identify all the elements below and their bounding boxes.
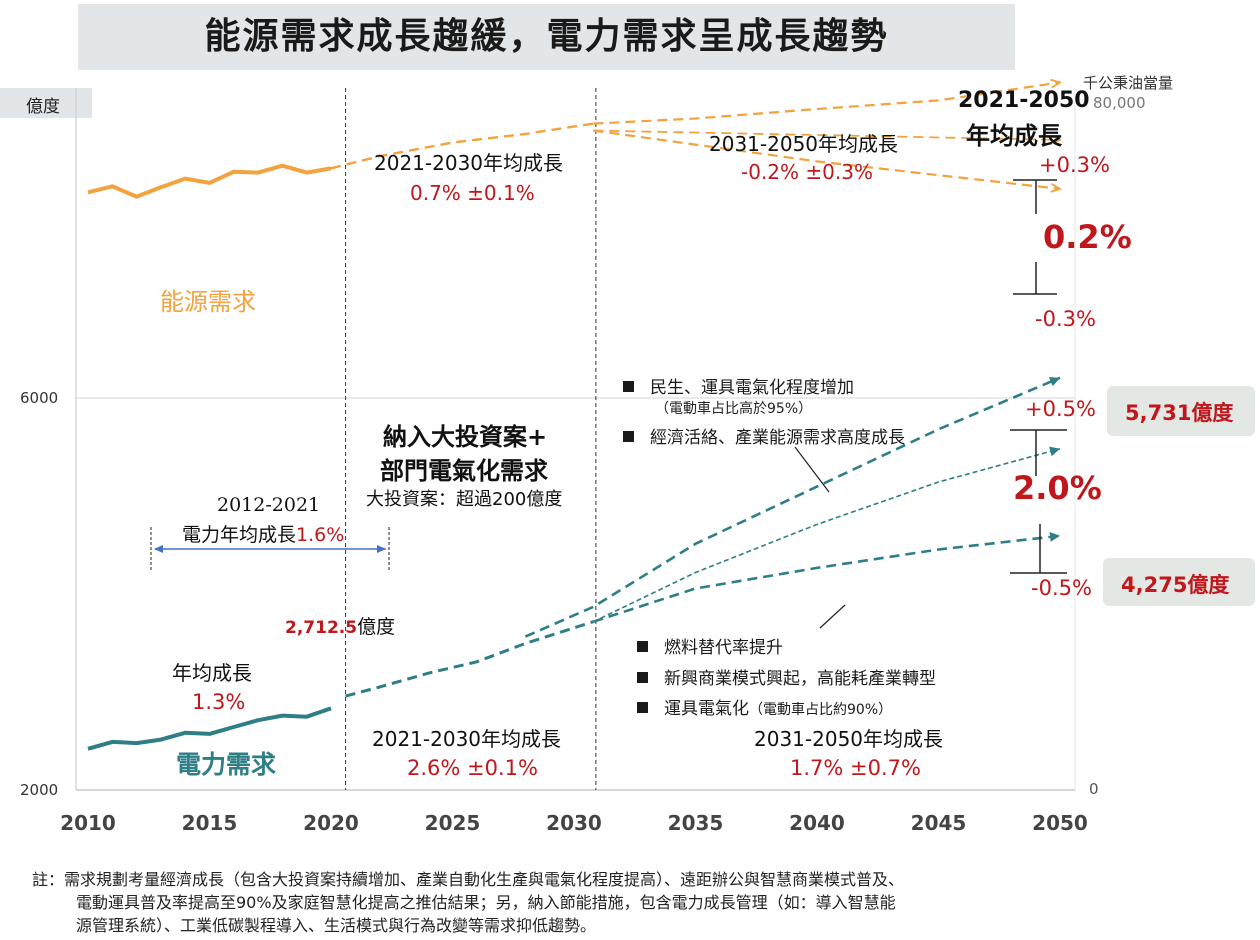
x-tick-2030: 2030: [546, 811, 602, 835]
energy-center-growth: 0.2%: [1043, 218, 1132, 256]
bullet-square-icon: [637, 672, 648, 683]
chart: 2010 2015 2020 2025 2030 2035 2040 2045 2050: [60, 0, 1088, 835]
elec-2021-2030-value: 2.6% ±0.1%: [407, 756, 538, 780]
energy-historical-line: [87, 163, 332, 199]
elec-center-growth: 2.0%: [1013, 469, 1102, 507]
right-axis-tick-0: 0: [1089, 780, 1099, 798]
title-bar: 能源需求成長趨緩，電力需求呈成長趨勢: [78, 4, 1015, 70]
value-2020-text: 2,712.5億度: [285, 612, 395, 639]
elec-high-value: 5,731億度: [1125, 401, 1234, 425]
x-tick-2020: 2020: [303, 811, 359, 835]
electricity-historical-line: [87, 706, 332, 751]
x-tick-2035: 2035: [668, 811, 724, 835]
bullet-upper-2-text: 經濟活絡、產業能源需求高度成長: [650, 428, 905, 448]
x-tick-2050: 2050: [1032, 811, 1088, 835]
big-investment-line-1: 納入大投資案+: [383, 423, 548, 451]
electricity-projection-low: [592, 531, 1061, 623]
annual-growth-value: 1.3%: [192, 690, 246, 714]
big-investment-line-3: 大投資案：超過200億度: [366, 489, 563, 510]
bullet-square-icon: [623, 381, 634, 392]
left-axis-unit-box: 億度: [0, 88, 92, 118]
x-tick-2010: 2010: [60, 811, 116, 835]
energy-2031-2050-label: 2031-2050年均成長: [709, 132, 899, 156]
x-tick-2025: 2025: [425, 811, 481, 835]
left-axis-tick-6000: 6000: [20, 389, 59, 407]
x-tick-2045: 2045: [911, 811, 967, 835]
bullet-upper-1-text: 民生、運具電氣化程度增加: [650, 378, 854, 398]
page-title: 能源需求成長趨緩，電力需求呈成長趨勢: [204, 16, 889, 57]
hist-growth-label: 電力年均成長: [182, 524, 297, 546]
elec-2031-2050-label: 2031-2050年均成長: [754, 727, 944, 751]
bullet-lower-1: 燃料替代率提升: [637, 633, 783, 658]
x-tick-2040: 2040: [789, 811, 845, 835]
right-axis-tick-80000: 80,000: [1093, 94, 1146, 112]
bullet-lower-3: 運具電氣化（電動車占比約90%）: [637, 694, 892, 719]
bullet-lower-pointer: [819, 604, 846, 629]
left-axis-unit: 億度: [26, 97, 60, 117]
electricity-projection-high: [524, 376, 1061, 638]
bullet-upper-pointer: [794, 446, 830, 493]
bullet-upper-1: 民生、運具電氣化程度增加: [623, 373, 854, 398]
energy-2031-2050-value: -0.2% ±0.3%: [741, 160, 873, 184]
value-2020-number: 2,712.5: [285, 618, 358, 638]
annual-growth-label: 年均成長: [172, 661, 252, 685]
bullet-upper-2: 經濟活絡、產業能源需求高度成長: [623, 423, 905, 448]
bullet-square-icon: [637, 641, 648, 652]
bullet-lower-3-note: （電動車占比約90%）: [749, 702, 893, 718]
avg-growth-header-label: 年均成長: [966, 122, 1062, 150]
energy-projection-high: [593, 82, 1060, 125]
electricity-projection-mid: [593, 446, 1061, 623]
elec-low-value: 4,275億度: [1121, 573, 1230, 597]
electricity-series-label: 電力需求: [176, 750, 277, 779]
value-2020-unit: 億度: [357, 616, 396, 638]
bullet-lower-2-text: 新興商業模式興起，高能耗產業轉型: [664, 669, 936, 689]
bullet-upper-note: （電動車占比高於95%）: [655, 401, 813, 417]
big-investment-line-2: 部門電氣化需求: [380, 457, 548, 485]
energy-projection-low: [593, 129, 1060, 189]
elec-low-callout: [1103, 558, 1255, 606]
left-axis-tick-2000: 2000: [20, 781, 59, 799]
bullet-lower-2: 新興商業模式興起，高能耗產業轉型: [637, 664, 936, 689]
bullet-lower-1-text: 燃料替代率提升: [664, 638, 783, 658]
hist-growth-value: 1.6%: [296, 524, 345, 546]
energy-projection-2021-2030: [330, 122, 594, 170]
electricity-projection-2021-2030: [345, 620, 594, 698]
bullet-square-icon: [637, 702, 648, 713]
bullet-square-icon: [623, 431, 634, 442]
x-tick-2015: 2015: [182, 811, 238, 835]
elec-lower-growth: -0.5%: [1031, 576, 1092, 600]
energy-projection-mid: [593, 129, 1060, 140]
energy-series-label: 能源需求: [160, 288, 256, 316]
avg-growth-header-years: 2021-2050: [958, 88, 1090, 113]
footnote-line-1: 註：需求規劃考量經濟成長（包含大投資案持續增加、產業自動化生產與電氣化程度提高）…: [32, 870, 905, 889]
elec-2031-2050-value: 1.7% ±0.7%: [790, 756, 921, 780]
energy-lower-growth: -0.3%: [1035, 307, 1096, 331]
elec-2021-2030-label: 2021-2030年均成長: [372, 727, 562, 751]
elec-upper-growth: +0.5%: [1025, 397, 1096, 421]
hist-range-label: 2012-2021: [217, 494, 321, 516]
bullet-lower-3-text: 運具電氣化: [664, 699, 749, 719]
energy-2021-2030-label: 2021-2030年均成長: [374, 151, 564, 175]
footnote-line-3: 源管理系統）、工業低碳製程導入、生活模式與行為改變等需求抑低趨勢。: [76, 916, 597, 935]
elec-high-callout: [1107, 386, 1255, 436]
footnote-line-2: 電動運具普及率提高至90%及家庭智慧化提高之推估結果；另，納入節能措施，包含電力…: [76, 893, 896, 912]
energy-2021-2030-value: 0.7% ±0.1%: [410, 181, 535, 205]
footnote: 註：需求規劃考量經濟成長（包含大投資案持續增加、產業自動化生產與電氣化程度提高）…: [32, 868, 1232, 937]
right-axis-unit: 千公秉油當量: [1083, 74, 1174, 92]
energy-upper-growth: +0.3%: [1039, 153, 1110, 177]
hist-growth-text: 電力年均成長1.6%: [182, 520, 344, 547]
